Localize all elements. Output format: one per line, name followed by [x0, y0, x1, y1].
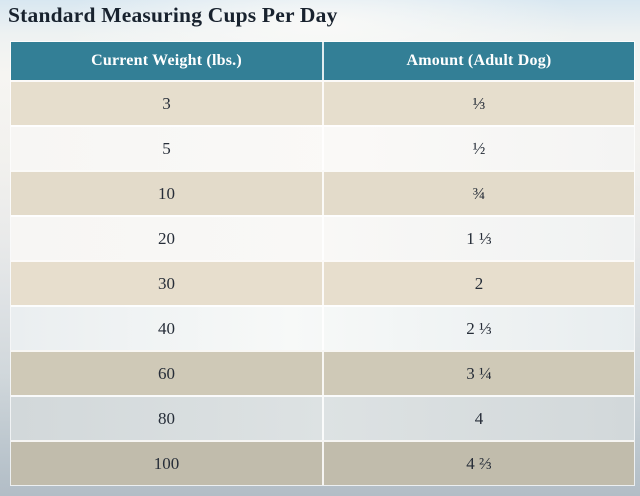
table-row: 30 2 [11, 260, 634, 305]
weight-cell: 5 [11, 125, 322, 170]
table-row: 20 1 ⅓ [11, 215, 634, 260]
column-header-weight: Current Weight (lbs.) [11, 42, 322, 80]
column-header-amount: Amount (Adult Dog) [322, 42, 634, 80]
amount-cell: 4 [322, 395, 634, 440]
weight-cell: 20 [11, 215, 322, 260]
table-row: 100 4 ⅔ [11, 440, 634, 485]
amount-cell: 2 ⅓ [322, 305, 634, 350]
table-row: 5 ½ [11, 125, 634, 170]
amount-cell: 4 ⅔ [322, 440, 634, 485]
amount-cell: 1 ⅓ [322, 215, 634, 260]
weight-cell: 60 [11, 350, 322, 395]
table-header-row: Current Weight (lbs.) Amount (Adult Dog) [11, 42, 634, 80]
weight-cell: 30 [11, 260, 322, 305]
amount-cell: ½ [322, 125, 634, 170]
page-title: Standard Measuring Cups Per Day [8, 3, 338, 27]
amount-cell: 3 ¼ [322, 350, 634, 395]
table-row: 40 2 ⅓ [11, 305, 634, 350]
amount-cell: ¾ [322, 170, 634, 215]
amount-cell: ⅓ [322, 80, 634, 125]
weight-cell: 100 [11, 440, 322, 485]
table-row: 80 4 [11, 395, 634, 440]
amount-cell: 2 [322, 260, 634, 305]
feeding-table: Current Weight (lbs.) Amount (Adult Dog)… [10, 41, 635, 486]
table-row: 3 ⅓ [11, 80, 634, 125]
weight-cell: 80 [11, 395, 322, 440]
table-row: 60 3 ¼ [11, 350, 634, 395]
table-row: 10 ¾ [11, 170, 634, 215]
weight-cell: 3 [11, 80, 322, 125]
weight-cell: 40 [11, 305, 322, 350]
weight-cell: 10 [11, 170, 322, 215]
